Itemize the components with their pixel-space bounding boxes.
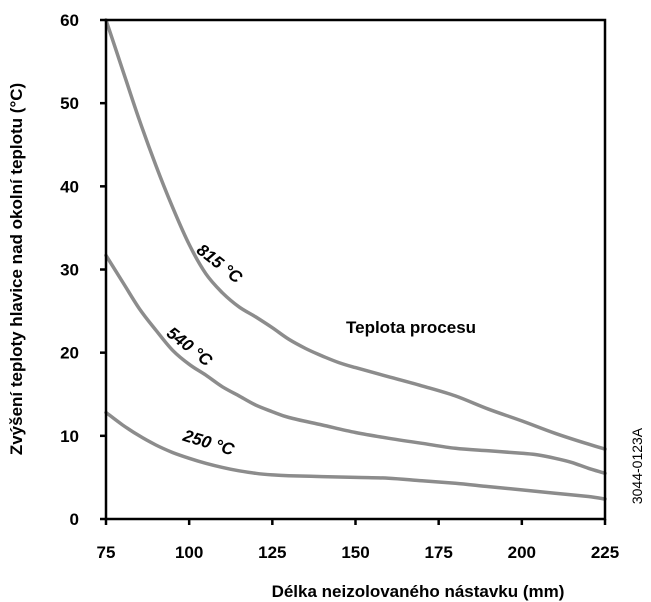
x-tick-label: 100	[175, 543, 203, 562]
y-tick-label: 50	[60, 94, 79, 113]
curve-label-250: 250 °C	[180, 426, 237, 460]
curve-815	[104, 18, 607, 451]
y-tick-label: 40	[60, 177, 79, 196]
y-tick-label: 20	[60, 344, 79, 363]
y-axis: 0 10 20 30 40 50 60	[60, 11, 106, 529]
curve-250	[104, 410, 607, 501]
x-tick-label: 150	[341, 543, 369, 562]
curve-540	[104, 253, 607, 476]
x-axis: 75 100 125 150 175 200 225	[97, 519, 619, 562]
x-tick-label: 200	[508, 543, 536, 562]
curves-layer	[104, 18, 607, 501]
x-tick-label: 225	[591, 543, 619, 562]
y-axis-title: Zvýšení teploty hlavice nad okolní teplo…	[7, 83, 26, 455]
y-tick-label: 30	[60, 261, 79, 280]
x-axis-title: Délka neizolovaného nástavku (mm)	[272, 582, 565, 601]
y-tick-label: 60	[60, 11, 79, 30]
figure-code: 3044-0123A	[629, 427, 645, 504]
y-tick-label: 0	[70, 510, 79, 529]
y-tick-label: 10	[60, 427, 79, 446]
process-temperature-annotation: Teplota procesu	[346, 318, 476, 337]
x-tick-label: 75	[97, 543, 116, 562]
x-tick-label: 125	[258, 543, 286, 562]
x-tick-label: 175	[424, 543, 452, 562]
